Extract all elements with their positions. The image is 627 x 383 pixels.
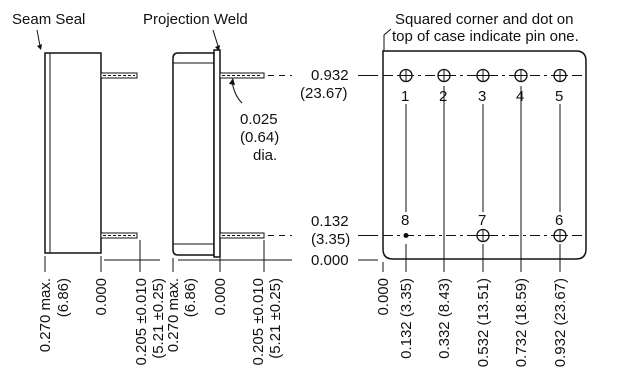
pin-1: [399, 68, 413, 83]
pin-number-3: 3: [478, 88, 486, 105]
dim-top-in: 0.932: [311, 67, 349, 84]
proj-zero-label: 0.000: [212, 278, 229, 316]
proj-lead-label: 0.205 ±0.010: [250, 278, 267, 365]
pin-number-2: 2: [439, 88, 447, 105]
seam-seal-label: Seam Seal: [12, 11, 85, 28]
pin-one-note-line2: top of case indicate pin one.: [392, 28, 579, 45]
pin-x2-label: 0.332 (8.43): [436, 278, 453, 359]
pin-4: [514, 68, 528, 83]
seam-seal-top-lead: [100, 72, 138, 79]
pin-2: [437, 68, 451, 83]
proj-width-mm-label: (6.86): [182, 278, 199, 317]
pin-3: [476, 68, 490, 83]
proj-width-label: 0.270 max.: [165, 278, 182, 352]
seam-zero-label: 0.000: [93, 278, 110, 316]
lead-diameter-mm: (0.64): [240, 129, 279, 146]
dim-bottom-in: 0.132: [311, 213, 349, 230]
lead-diameter-suffix: dia.: [253, 147, 277, 164]
pin-x1-label: 0.132 (3.35): [398, 278, 415, 359]
pin-x4-label: 0.732 (18.59): [513, 278, 530, 367]
seam-width-label: 0.270 max.: [37, 278, 54, 352]
seam-seal-pointer: [36, 29, 41, 47]
dim-top-mm: (23.67): [300, 85, 348, 102]
proj-lead-mm-label: (5.21 ±0.25): [267, 278, 284, 359]
pin-x3-label: 0.532 (13.51): [475, 278, 492, 367]
pin-8: [403, 233, 409, 238]
seam-seal-case: [44, 52, 102, 254]
projection-weld-case: [172, 49, 221, 258]
seam-lead-mm-label: (5.21 ±0.25): [150, 278, 167, 359]
projection-weld-top-lead: [219, 72, 265, 79]
pin-one-note-line1: Squared corner and dot on: [395, 11, 573, 28]
projection-weld-bottom-lead: [219, 232, 265, 239]
pin-x5-label: 0.932 (23.67): [552, 278, 569, 367]
pin-5: [553, 68, 567, 83]
pin-7: [476, 228, 490, 243]
pin-number-1: 1: [401, 88, 409, 105]
seam-width-mm-label: (6.86): [55, 278, 72, 317]
dim-zero: 0.000: [311, 252, 349, 269]
pin-number-6: 6: [555, 212, 563, 229]
seam-seal-bottom-lead: [100, 232, 138, 239]
lead-diameter-in: 0.025: [240, 111, 278, 128]
seam-seal-arrowhead: [37, 44, 42, 50]
side-view-ticks: [44, 240, 384, 272]
projection-weld-pointer: [212, 29, 219, 47]
dim-bottom-mm: (3.35): [311, 231, 350, 248]
projection-weld-label: Projection Weld: [143, 11, 248, 28]
seam-lead-label: 0.205 ±0.010: [133, 278, 150, 365]
top-view-zero-label: 0.000: [375, 278, 392, 316]
pin-column-centerlines: [405, 86, 561, 272]
pin-number-7: 7: [478, 212, 486, 229]
pin-one-note-leader: [383, 28, 392, 51]
pin-6: [553, 228, 567, 243]
pin-number-8: 8: [401, 212, 409, 229]
top-view-case: [382, 50, 587, 260]
lead-diameter-arrowhead: [229, 78, 235, 85]
pin-number-5: 5: [555, 88, 563, 105]
pin-number-4: 4: [516, 88, 524, 105]
